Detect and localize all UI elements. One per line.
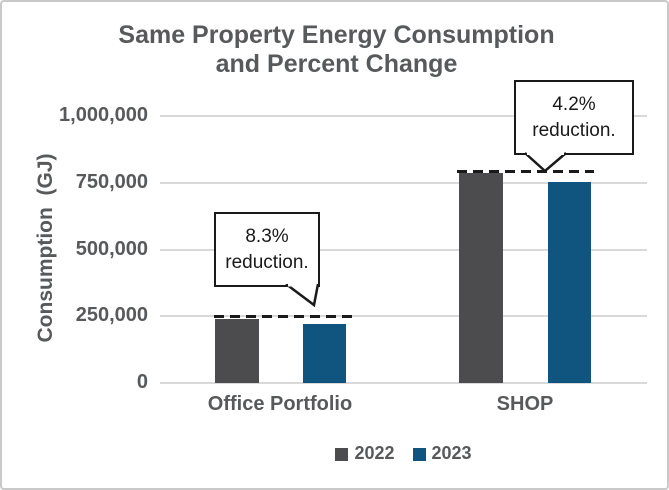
reference-dash-line-office — [214, 315, 355, 319]
chart-title-line-2: and Percent Change — [215, 50, 458, 78]
legend-swatch-2022 — [335, 447, 349, 461]
annotation-tail-shop — [524, 152, 567, 173]
y-axis-title: Consumption (GJ) — [34, 153, 57, 343]
legend-label-2022: 2022 — [354, 443, 395, 463]
chart-title-line-1: Same Property Energy Consumption — [118, 21, 555, 49]
annotation-callout-shop: 4.2% reduction. — [514, 80, 634, 155]
y-tick-label: 250,000 — [75, 304, 148, 327]
bar-shop-2022 — [459, 173, 503, 383]
legend-swatch-2023 — [412, 447, 426, 461]
bar-shop-2023 — [548, 182, 591, 383]
annotation-shop-line-2: reduction. — [532, 120, 616, 141]
gridline — [160, 248, 647, 251]
annotation-office-line-2: reduction. — [225, 252, 309, 273]
chart-title: Same Property Energy Consumption and Per… — [2, 21, 667, 79]
legend-item-2022: 2022 — [335, 443, 395, 464]
bar-office-portfolio-2023 — [303, 324, 346, 383]
bar-office-portfolio-2022 — [215, 318, 259, 383]
legend-label-2023: 2023 — [431, 443, 472, 463]
annotation-shop-line-1: 4.2% — [552, 94, 596, 115]
annotation-tail-office — [285, 284, 320, 308]
gridline — [160, 115, 647, 117]
x-axis-label-office-portfolio: Office Portfolio — [207, 393, 353, 415]
annotation-office-line-1: 8.3% — [245, 226, 289, 247]
y-tick-label: 1,000,000 — [59, 104, 148, 126]
gridline — [160, 181, 647, 184]
gridline — [160, 382, 647, 384]
gridline — [160, 315, 647, 318]
annotation-callout-office: 8.3% reduction. — [214, 212, 320, 287]
plot-area — [160, 115, 647, 384]
legend-item-2023: 2023 — [412, 443, 472, 464]
reference-dash-line-shop — [457, 169, 594, 173]
legend: 2022 2023 — [160, 443, 647, 464]
y-tick-label: 750,000 — [75, 170, 148, 193]
y-tick-label: 500,000 — [75, 237, 148, 260]
x-axis-label-shop: SHOP — [496, 393, 554, 415]
y-tick-label: 0 — [136, 371, 148, 393]
